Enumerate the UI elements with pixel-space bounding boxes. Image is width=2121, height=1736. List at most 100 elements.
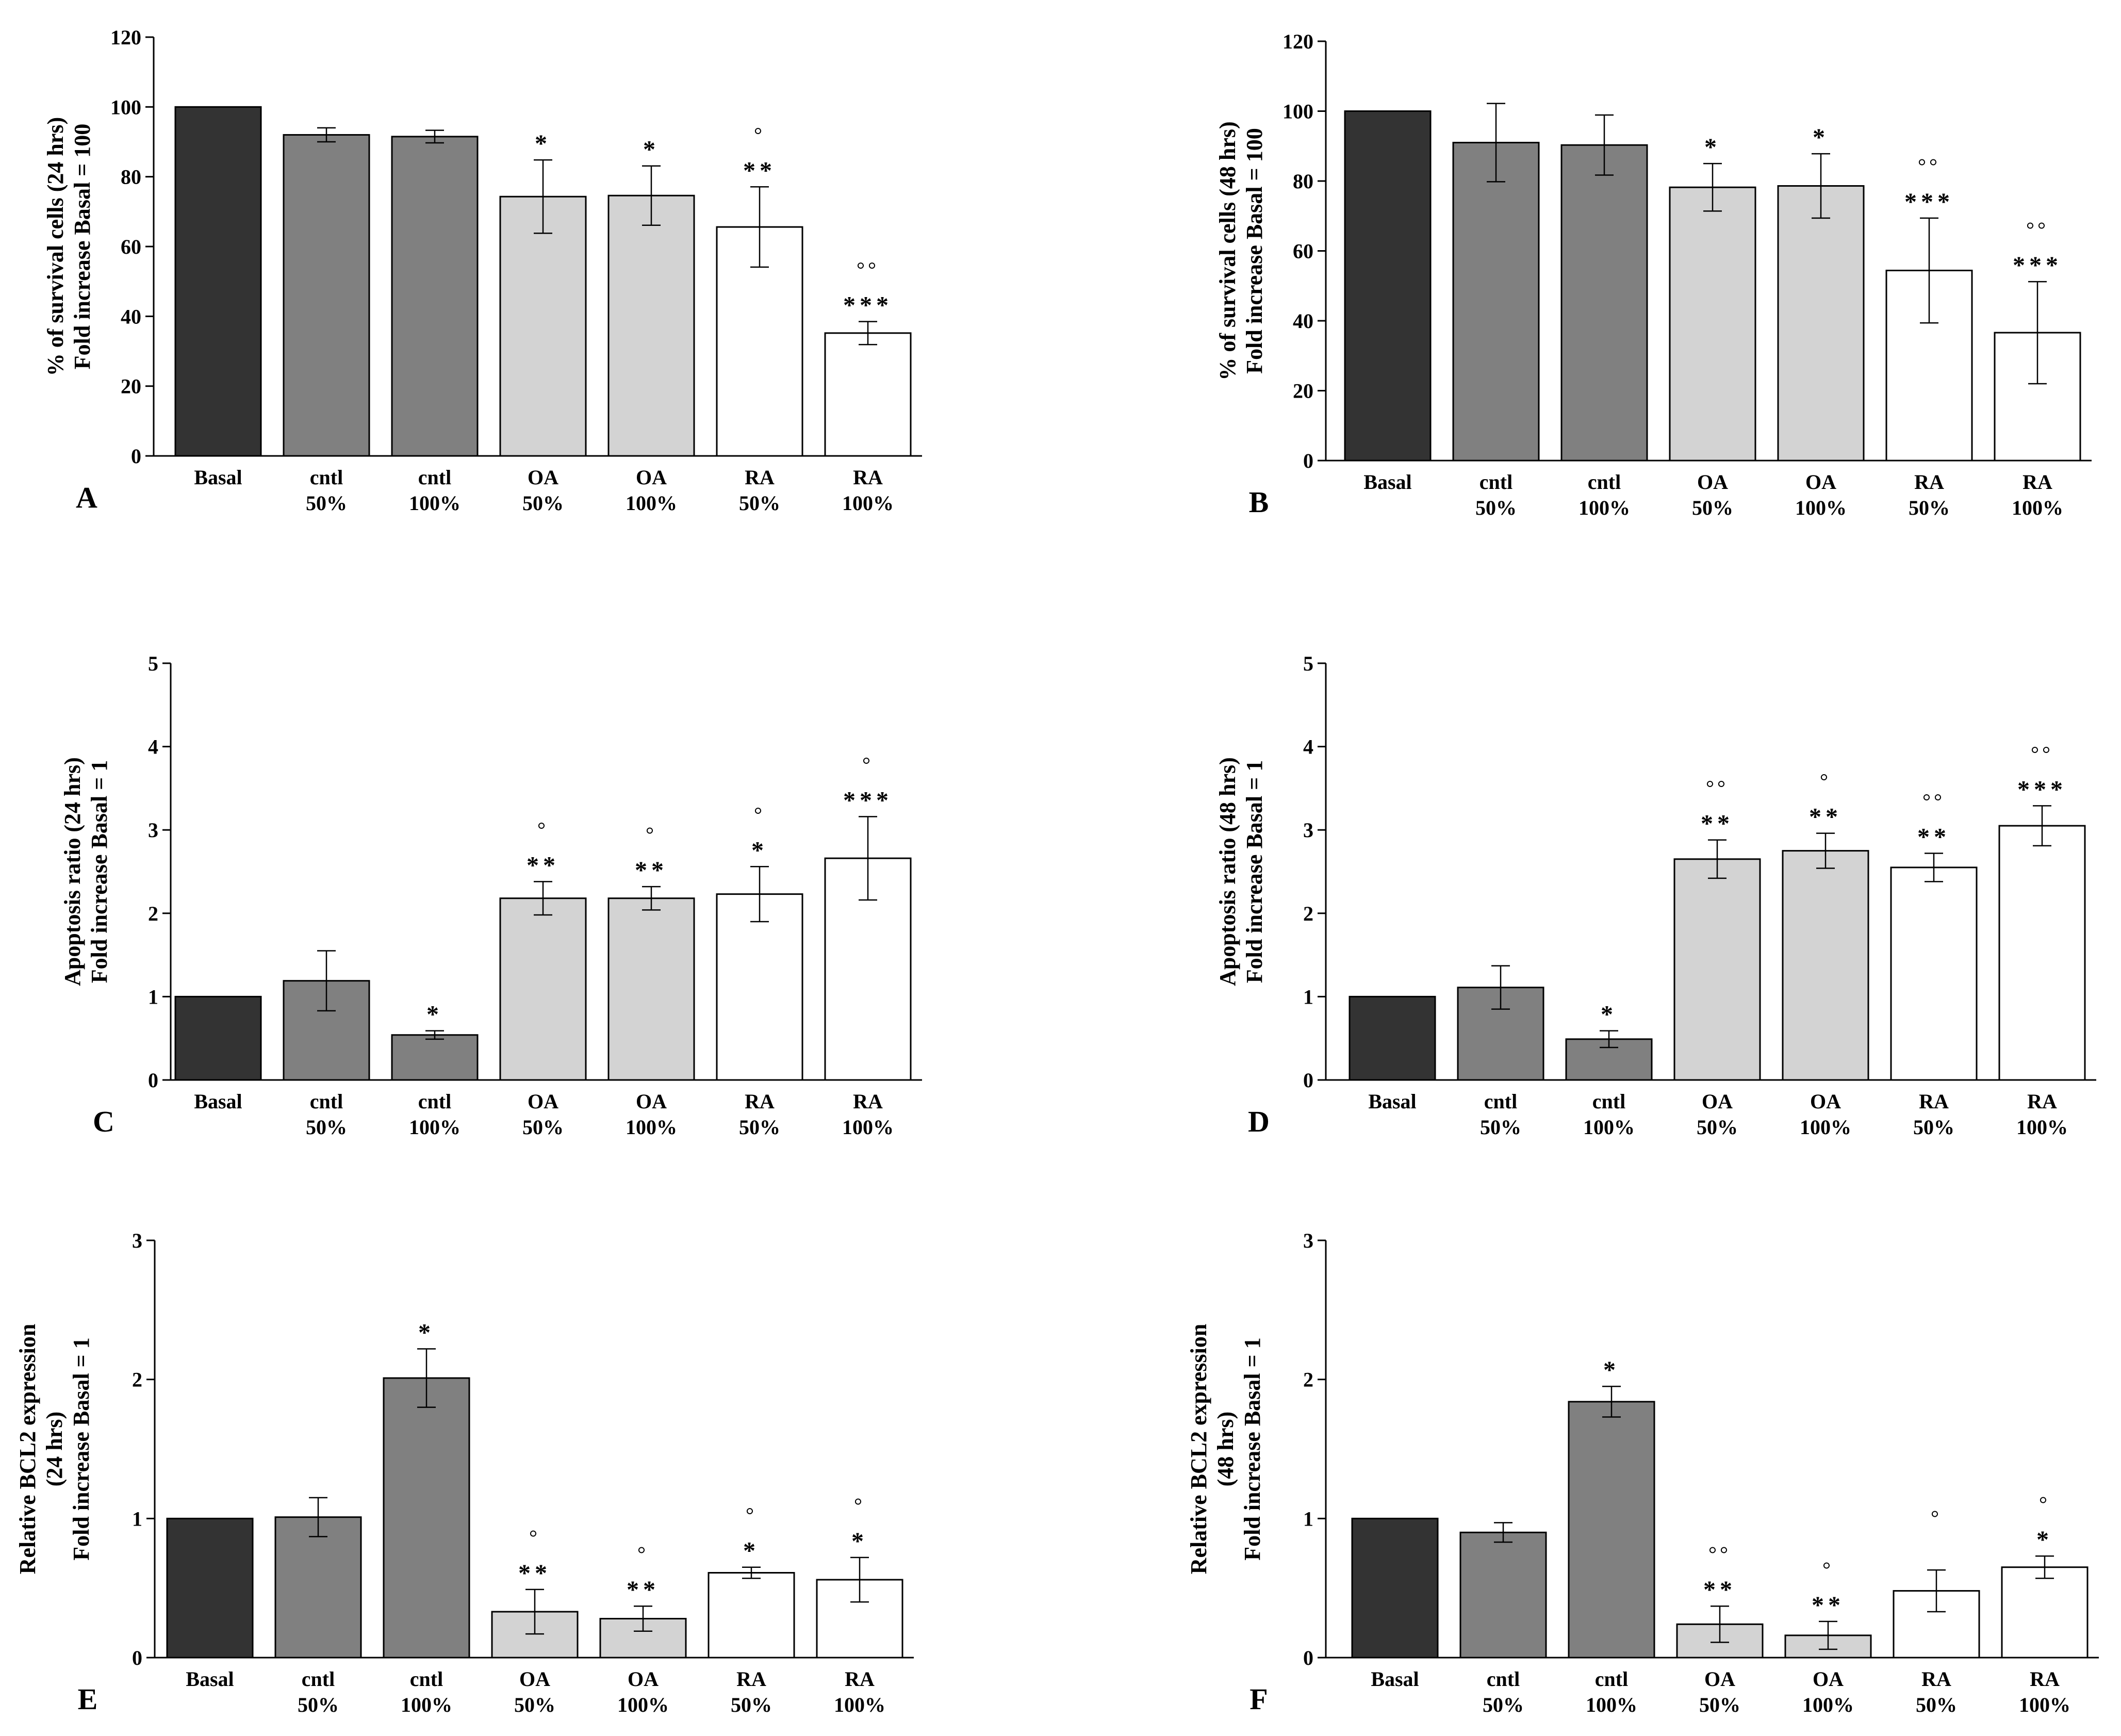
y-tick-label: 20 (121, 375, 141, 398)
x-tick-label: 50% (1699, 1693, 1740, 1716)
significance-stars: ** (627, 1576, 660, 1603)
significance-stars: * (743, 1537, 760, 1565)
bar-basal (166, 1517, 254, 1659)
bar-oa (1782, 850, 1869, 1081)
significance-stars: * (1813, 124, 1829, 151)
x-tick-label: RA (745, 466, 775, 489)
x-tick-label: 100% (1583, 1116, 1635, 1139)
y-axis-title-line: Fold increase Basal = 1 (1240, 1337, 1265, 1560)
significance-stars: * (643, 136, 660, 163)
y-tick-label: 40 (121, 305, 141, 328)
bar-ra (1890, 866, 1978, 1081)
x-tick-label: cntl (1484, 1090, 1517, 1113)
x-tick-label: RA (1919, 1090, 1949, 1113)
y-tick-label: 2 (132, 1368, 142, 1391)
significance-stars: *** (2017, 776, 2067, 803)
y-tick-label: 80 (121, 166, 141, 189)
x-tick-label: 100% (626, 1116, 677, 1139)
x-tick-label: OA (528, 466, 558, 489)
y-axis-title-line: Apoptosis ratio (48 hrs) (1215, 757, 1240, 986)
significance-stars: * (851, 1528, 868, 1555)
bar-ra (1998, 825, 2086, 1081)
y-axis-title-line: Fold increase Basal = 1 (1242, 760, 1267, 983)
panel-letter: B (1249, 485, 1269, 519)
y-tick-label: 0 (1303, 1646, 1313, 1669)
panel-letter: F (1249, 1682, 1268, 1716)
significance-stars: ** (635, 857, 668, 884)
y-axis-title-line: (48 hrs) (1213, 1412, 1238, 1486)
y-tick-label: 1 (132, 1507, 142, 1530)
y-tick-label: 4 (148, 735, 158, 759)
x-tick-label: OA (1810, 1090, 1841, 1113)
y-tick-label: 120 (110, 26, 141, 49)
x-tick-label: RA (745, 1090, 775, 1113)
x-tick-label: 100% (617, 1693, 669, 1716)
x-tick-label: Basal (1363, 470, 1411, 494)
significance-rings: °° (857, 257, 879, 281)
chart-panel-f: 0 1 2 3 Relative BCL2 expression (48 hrs) Fold… (1186, 1229, 2099, 1716)
x-tick-label: 100% (409, 1116, 461, 1139)
x-tick-label: 50% (522, 492, 564, 515)
x-tick-label: 100% (2012, 496, 2063, 519)
bar-oa (499, 897, 587, 1081)
x-tick-label: RA (736, 1667, 766, 1691)
x-tick-label: 50% (731, 1693, 772, 1716)
x-tick-label: 100% (401, 1693, 452, 1716)
y-tick-label: 2 (1303, 902, 1313, 925)
y-tick-label: 1 (1303, 1507, 1313, 1530)
significance-stars: * (535, 130, 551, 157)
x-tick-label: 50% (1692, 496, 1733, 519)
x-tick-label: 50% (739, 1116, 780, 1139)
x-tick-label: Basal (194, 1090, 242, 1113)
y-tick-label: 100 (110, 95, 141, 119)
x-tick-label: RA (853, 1090, 883, 1113)
x-tick-label: 100% (1795, 496, 1847, 519)
y-tick-label: 4 (1303, 735, 1313, 759)
y-tick-label: 60 (1293, 240, 1313, 263)
significance-stars: ** (518, 1560, 551, 1587)
x-tick-label: OA (519, 1667, 550, 1691)
y-tick-label: 2 (148, 902, 158, 925)
significance-rings: ° (646, 823, 657, 846)
x-tick-label: RA (1921, 1667, 1951, 1691)
significance-rings: ° (862, 752, 874, 776)
x-tick-label: 100% (834, 1693, 885, 1716)
chart-panel-e: 0 1 2 3 Relative BCL2 expression (24 hrs) Fold… (15, 1229, 914, 1716)
y-tick-label: 100 (1283, 100, 1313, 123)
significance-stars: ** (1812, 1592, 1845, 1619)
bar-oa (1673, 858, 1761, 1081)
bar-oa (1777, 185, 1865, 462)
x-tick-label: 100% (1800, 1116, 1851, 1139)
x-tick-label: 100% (2016, 1116, 2068, 1139)
y-tick-label: 120 (1283, 30, 1313, 53)
bar-cntl (283, 134, 370, 457)
x-tick-label: 50% (1480, 1116, 1521, 1139)
x-tick-label: 50% (298, 1693, 339, 1716)
significance-rings: ° (1820, 769, 1831, 793)
y-axis-title-line: Fold increase Basal = 1 (87, 760, 112, 983)
x-tick-label: RA (1914, 470, 1944, 494)
significance-rings: ° (637, 1542, 649, 1565)
x-tick-label: cntl (410, 1667, 443, 1691)
x-tick-label: 50% (1913, 1116, 1954, 1139)
y-tick-label: 0 (131, 445, 141, 468)
chart-panel-b: 0 20 40 60 80 100 120 % of survival cells (48 h… (1215, 30, 2092, 519)
significance-stars: ** (743, 157, 776, 184)
y-tick-label: 0 (1303, 1069, 1313, 1092)
y-tick-label: 3 (148, 818, 158, 842)
panel-letter: D (1248, 1105, 1270, 1138)
bar-cntl (1560, 144, 1648, 462)
significance-rings: ° (754, 803, 765, 826)
y-tick-label: 0 (148, 1069, 158, 1092)
bar-ra (716, 893, 803, 1081)
x-tick-label: 50% (1475, 496, 1517, 519)
x-tick-label: 100% (1579, 496, 1630, 519)
x-tick-label: Basal (1371, 1667, 1419, 1691)
significance-stars: ** (1703, 1576, 1736, 1603)
chart-panel-c: 0 1 2 3 4 5 Apoptosis ratio (24 hrs) Fold incre… (60, 652, 922, 1139)
x-tick-label: OA (636, 1090, 667, 1113)
y-tick-label: 2 (1303, 1368, 1313, 1391)
x-tick-label: 100% (842, 1116, 894, 1139)
x-tick-label: cntl (418, 1090, 451, 1113)
x-tick-label: 100% (2019, 1693, 2070, 1716)
